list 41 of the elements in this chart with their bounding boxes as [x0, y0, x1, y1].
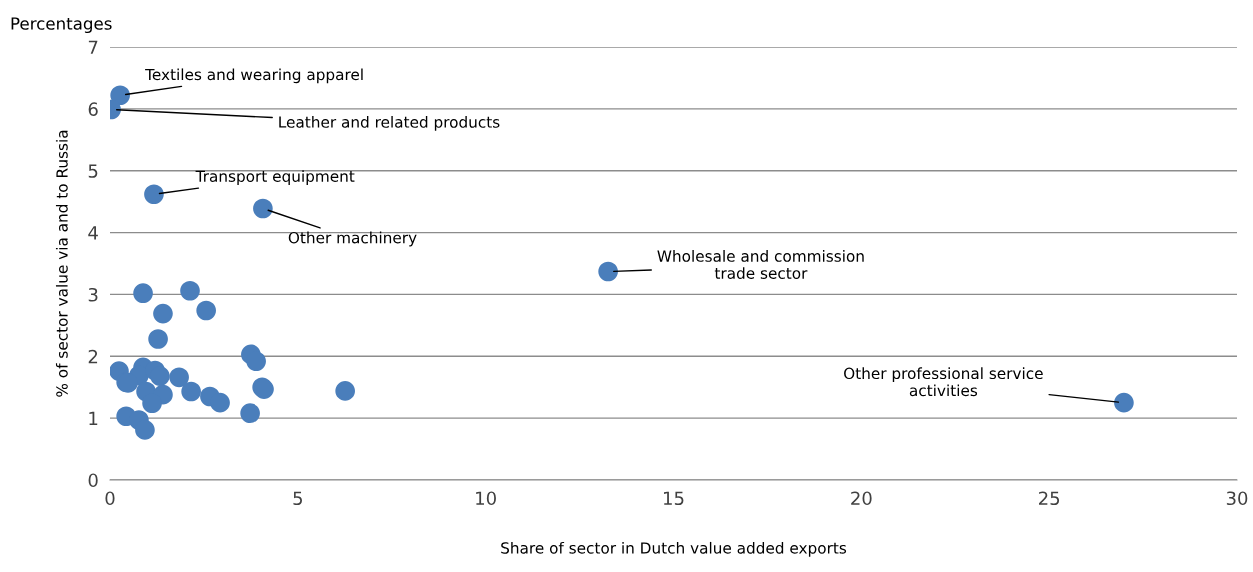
x-axis-title: Share of sector in Dutch value added exports	[501, 541, 847, 557]
x-tick-label: 25	[1039, 491, 1060, 506]
y-tick-label: 3	[88, 287, 98, 302]
point	[210, 392, 230, 413]
point	[133, 283, 153, 304]
y-axis-title: % of sector value via and to Russia	[55, 130, 68, 397]
text: Percentages	[11, 17, 112, 34]
point	[135, 420, 155, 440]
point	[240, 403, 260, 424]
annotation: Transport equipment	[195, 170, 355, 185]
point	[169, 367, 189, 388]
x-tick-label: 15	[664, 491, 684, 506]
point	[335, 381, 355, 401]
y-tick-label: 7	[88, 40, 98, 54]
y-tick-label: 2	[88, 349, 98, 364]
point	[253, 198, 273, 219]
y-tick-label: 0	[88, 473, 98, 488]
point	[1114, 392, 1134, 413]
point	[181, 381, 201, 402]
y-tick-label: 5	[88, 164, 98, 178]
point	[144, 184, 164, 205]
y-tick-label: 1	[89, 411, 98, 425]
y-tick-label: 6	[88, 102, 98, 116]
y-tick-label: 4	[88, 226, 98, 240]
point	[246, 351, 266, 372]
point	[148, 329, 168, 349]
annotation: Other professional service activities	[844, 367, 1043, 397]
annotation: Other machinery	[288, 231, 417, 247]
x-tick-label: 20	[851, 491, 872, 506]
x-tick-label: 5	[293, 491, 302, 506]
point	[598, 261, 618, 282]
annotation: Wholesale and commission trade sector	[657, 250, 864, 279]
annotation: Textiles and wearing apparel	[145, 68, 363, 84]
x-tick-label: 30	[1226, 491, 1248, 506]
point	[196, 300, 216, 321]
x-tick-label: 0	[105, 491, 115, 506]
annotation: Leather and related products	[279, 115, 500, 131]
x-tick-label: 10	[476, 491, 496, 506]
point	[180, 280, 200, 301]
point	[153, 303, 173, 324]
point	[150, 366, 170, 386]
